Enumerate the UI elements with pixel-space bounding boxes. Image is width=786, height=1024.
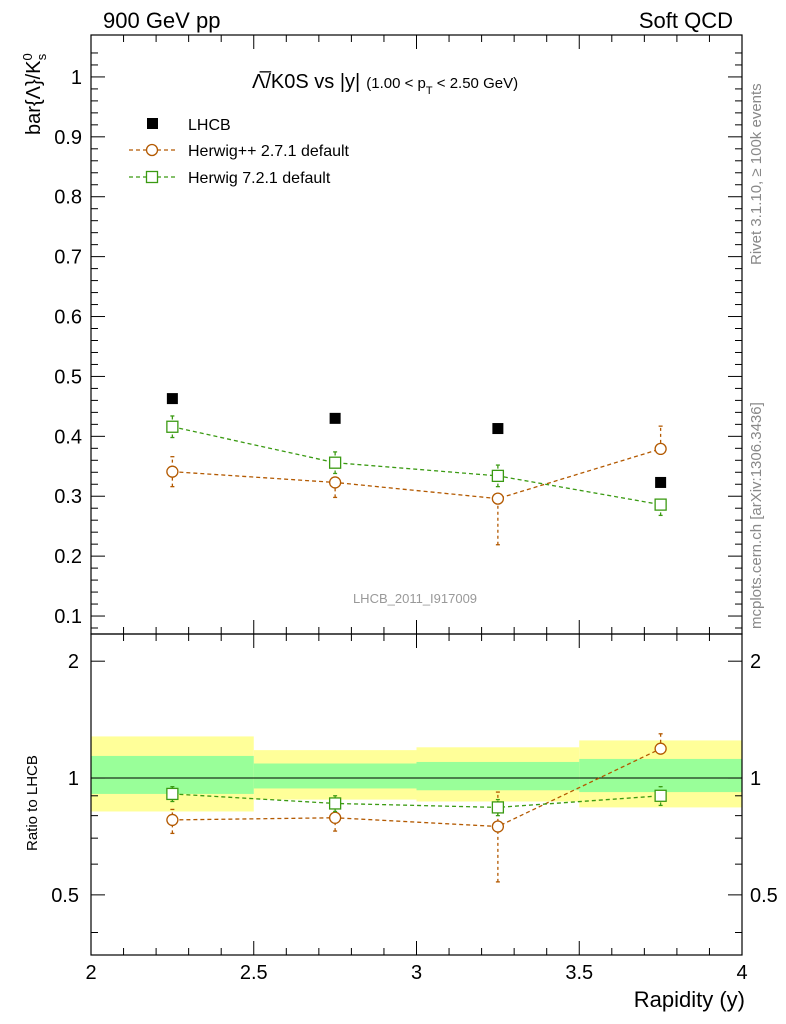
legend: LHCB Herwig++ 2.7.1 default Herwig 7.2.1… [129,117,350,187]
legend-marker-lhcb [147,118,158,129]
mc-line-ratio [172,793,661,809]
y-tick-label-main: 0.3 [54,486,82,508]
x-tick-label: 2.5 [240,962,268,984]
mc-line-main [172,426,661,506]
legend-label-lhcb: LHCB [188,117,231,134]
y-tick-label-main: 0.6 [54,307,82,329]
ratio-band-inner-bin [416,761,580,791]
y-axis-label-ratio: Ratio to LHCB [24,755,41,851]
y-tick-label-main: 0.7 [54,247,82,269]
mcplots-label: mcplots.cern.ch [arXiv:1306.3436] [748,402,765,629]
lhcb-data-point [166,393,178,405]
mc-marker-square [654,498,667,511]
y-tick-label-ratio-right: 0.5 [750,885,778,907]
y-tick-label-main: 0.8 [54,187,82,209]
x-tick-label: 3 [411,962,422,984]
ratio-band-inner-bin [253,763,417,789]
mc-marker-circle [491,820,505,833]
y-tick-label-ratio-left: 2 [68,651,79,673]
y-tick-label-main: 1 [71,67,82,89]
mc-marker-circle [328,476,342,489]
y-tick-label-main: 0.2 [54,546,82,568]
mc-marker-square [491,801,505,814]
y-tick-label-main: 0.9 [54,127,82,149]
legend-label-herwig7: Herwig 7.2.1 default [188,170,331,187]
lhcb-data-point [655,476,667,488]
header-left: 900 GeV pp [103,8,220,33]
mc-marker-circle [328,811,342,824]
x-tick-label: 3.5 [565,962,593,984]
axis-tick-labels: 2 2.5 3 3.5 4 0.1 0.2 0.3 0.4 0.5 0.6 0.7 0.8 0.9 1 0.5… [51,67,778,984]
legend-label-herwigpp: Herwig++ 2.7.1 default [188,143,350,160]
series-layer [166,393,667,883]
y-axis-label-main: bar{Λ}/K0s [20,53,49,135]
mc-marker-circle [166,813,179,827]
y-tick-label-main: 0.5 [54,366,82,388]
mc-marker-circle [491,492,505,505]
legend-marker-herwig7 [145,170,159,184]
lhcb-data-point [492,423,504,435]
y-tick-label-main: 0.4 [54,426,82,448]
y-tick-label-ratio-left: 0.5 [51,885,79,907]
header-right: Soft QCD [639,8,733,33]
x-tick-label: 2 [85,962,96,984]
y-tick-label-main: 0.1 [54,606,82,628]
legend-marker-herwigpp [145,143,159,157]
analysis-id-label: LHCB_2011_I917009 [353,591,477,606]
mc-marker-circle [654,742,667,755]
mc-marker-circle [166,465,179,478]
rivet-label: Rivet 3.1.10, ≥ 100k events [748,83,765,265]
mc-marker-square [166,420,179,433]
y-tick-label-ratio-left: 1 [68,768,79,790]
mc-marker-square [328,456,342,469]
lhcb-data-point [329,412,341,424]
x-tick-label: 4 [736,962,747,984]
axis-ticks [90,35,743,955]
y-tick-label-ratio-right: 1 [750,768,761,790]
mc-marker-circle [654,442,667,456]
mc-marker-square [491,469,505,483]
mc-marker-square [654,789,667,802]
mc-marker-square [166,787,179,801]
x-axis-label: Rapidity (y) [634,987,745,1012]
mc-line-ratio [172,748,661,828]
mc-marker-square [328,797,342,810]
y-tick-label-ratio-right: 2 [750,651,761,673]
plot-title: Λ̅/K0S vs |y| (1.00 < pT < 2.50 GeV) [252,70,518,97]
